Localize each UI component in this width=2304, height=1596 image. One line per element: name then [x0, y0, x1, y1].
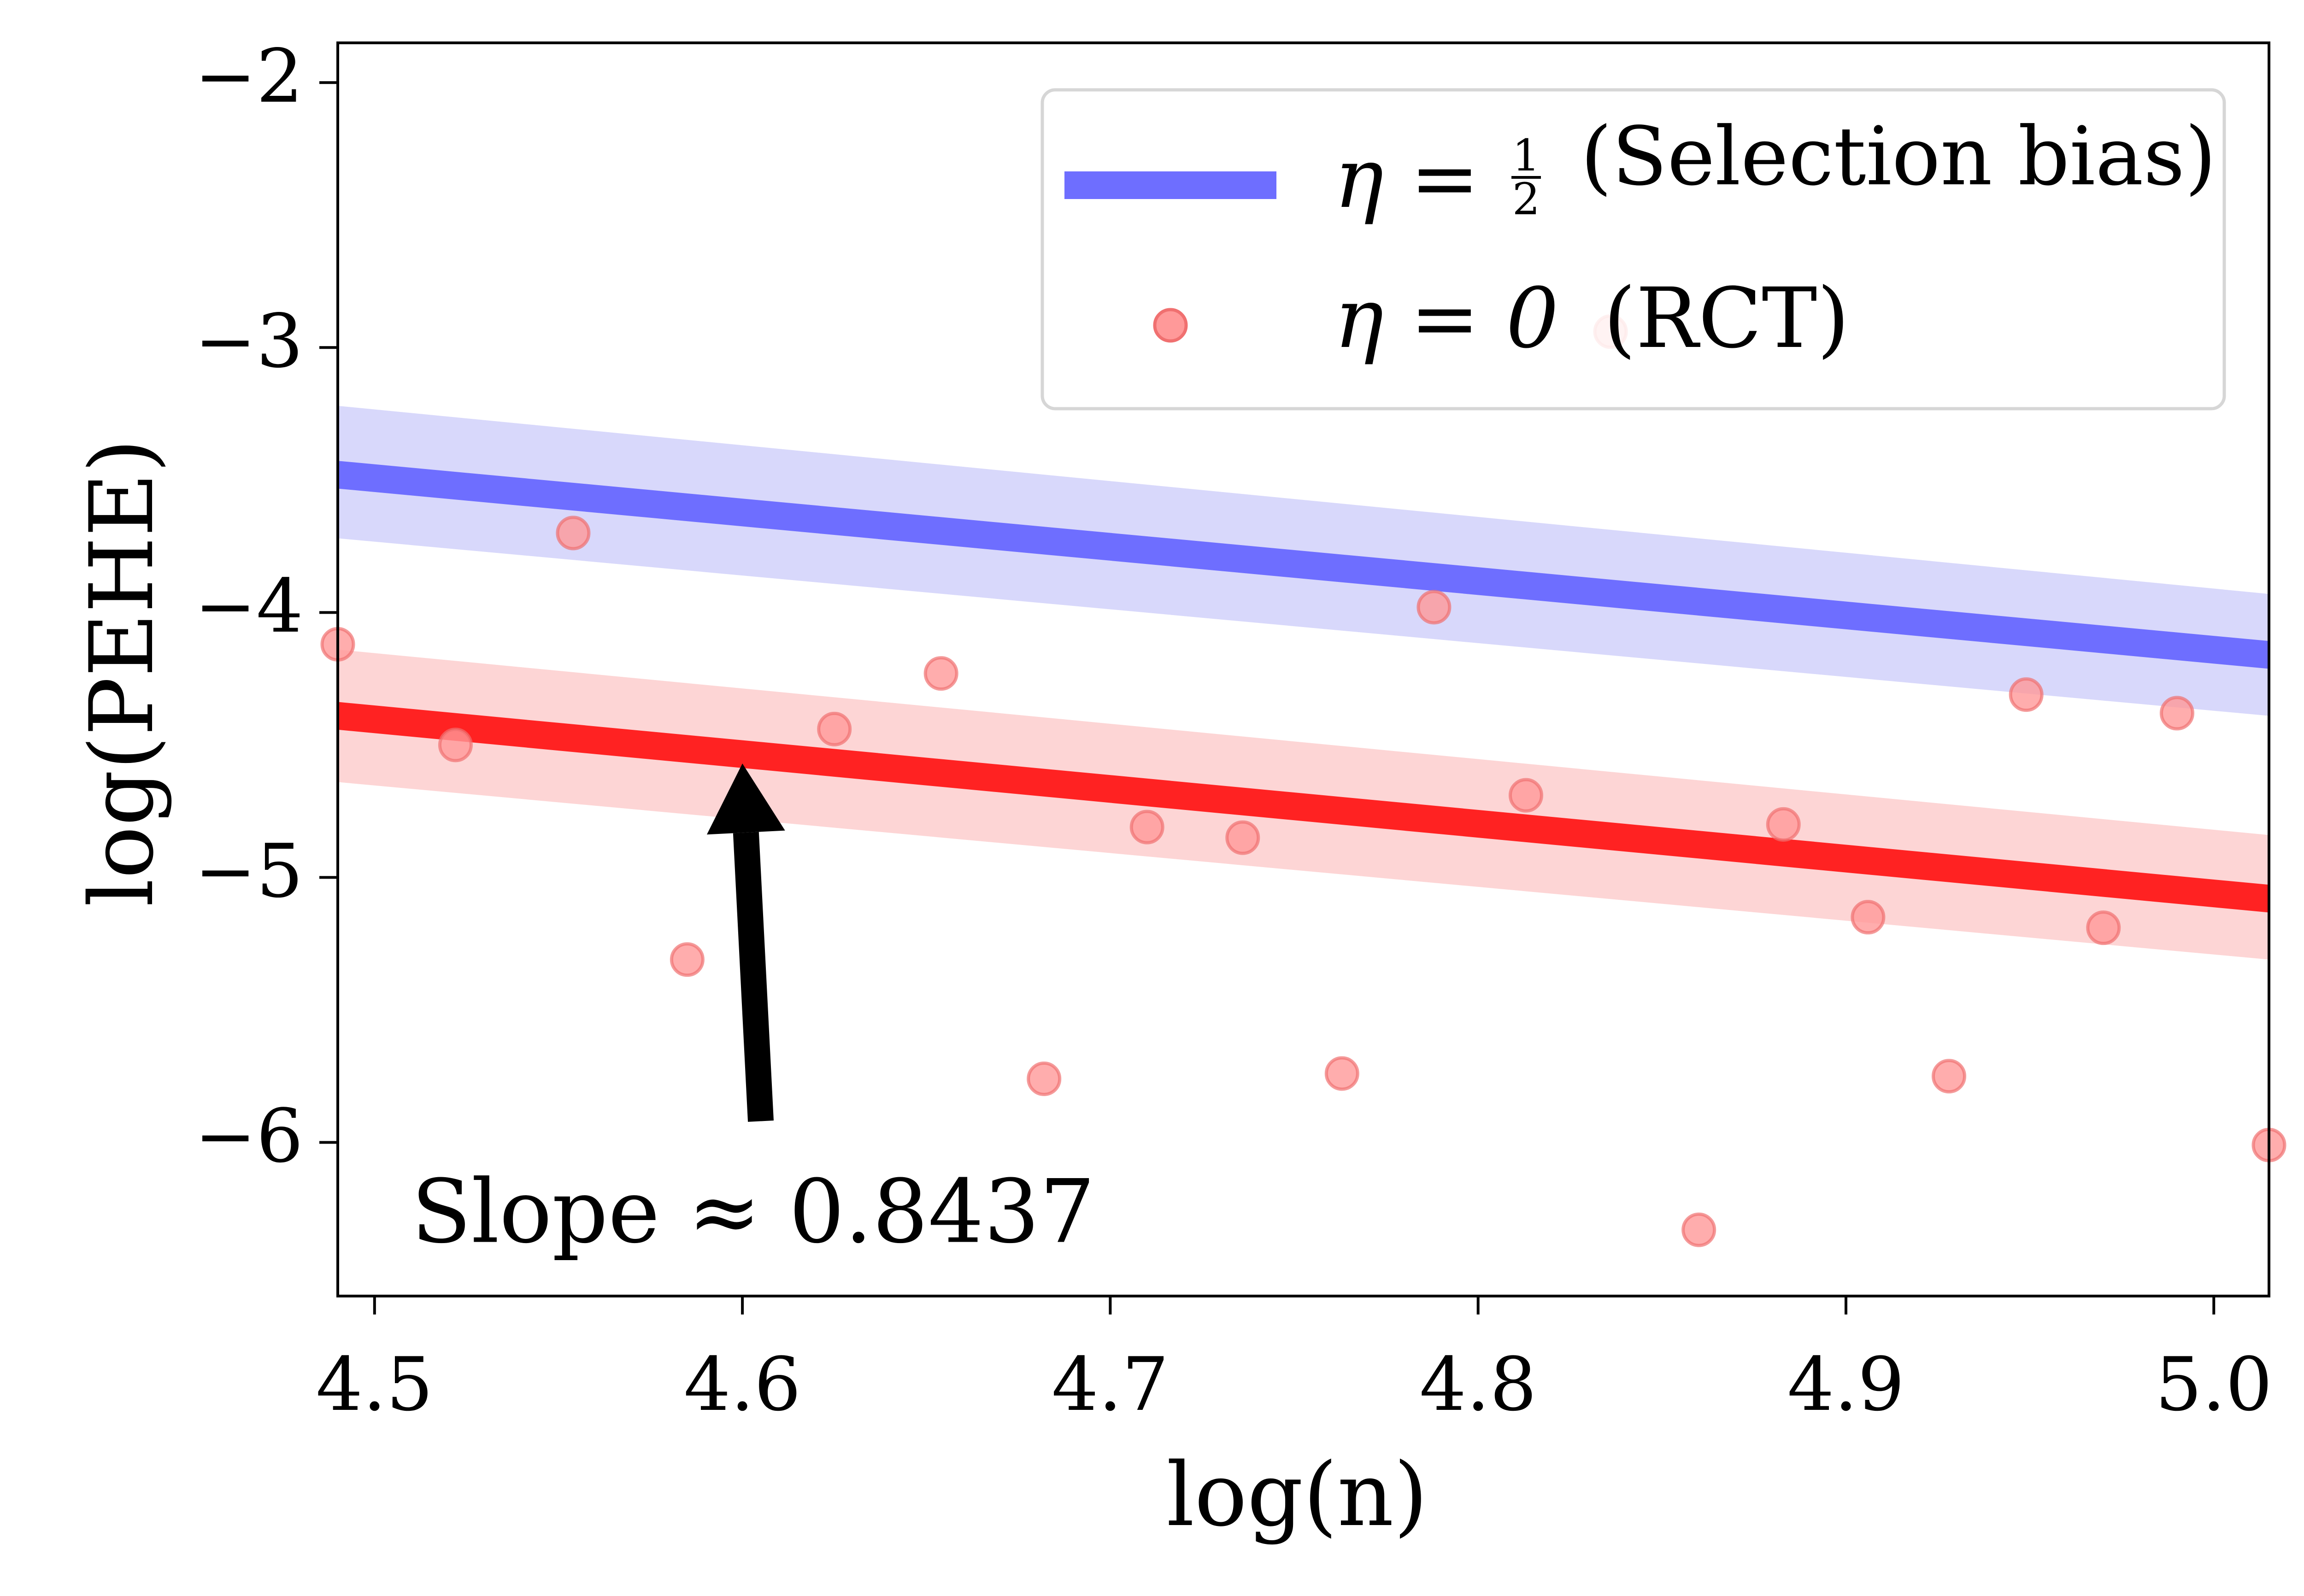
regression-lines — [336, 461, 2270, 913]
annotation-arrow — [733, 832, 774, 1122]
legend-label-rct: η = 0 (RCT) — [1334, 270, 1850, 367]
regression-line-0 — [336, 461, 2270, 669]
x-tick-label-5: 5.0 — [2155, 1341, 2272, 1427]
y-axis-label: log(PEHE) — [71, 439, 173, 907]
data-point-6 — [1027, 1061, 1062, 1096]
data-point-4 — [817, 711, 852, 746]
x-tick-label-2: 4.7 — [1052, 1341, 1169, 1427]
y-axis-ticks: −2 −3 −4 −5 −6 — [194, 33, 338, 1179]
y-tick-label-3: −5 — [194, 828, 303, 914]
data-point-7 — [1129, 810, 1164, 845]
x-axis-label-text: log(n) — [1166, 1444, 1428, 1546]
x-tick-label-3: 4.8 — [1419, 1341, 1536, 1427]
y-tick-label-1: −3 — [194, 298, 303, 384]
data-point-9 — [1324, 1056, 1359, 1091]
data-point-5 — [923, 656, 958, 691]
y-tick-label-4: −6 — [194, 1093, 303, 1179]
y-tick-label-2: −4 — [194, 563, 303, 649]
regression-line-1 — [336, 702, 2270, 913]
annotation-arrow-head — [706, 763, 785, 835]
data-point-19 — [2159, 696, 2194, 731]
annotation-text: Slope ≈ 0.8437 — [411, 1161, 1095, 1262]
data-points — [320, 314, 2286, 1247]
x-tick-label-1: 4.6 — [684, 1341, 801, 1427]
y-tick-label-0: −2 — [194, 33, 303, 119]
data-point-1 — [438, 728, 473, 763]
data-point-17 — [2009, 677, 2044, 712]
data-point-13 — [1681, 1212, 1716, 1247]
x-axis-label: log(n) — [1166, 1444, 1428, 1546]
x-tick-label-4: 4.9 — [1787, 1341, 1904, 1427]
data-point-10 — [1416, 590, 1452, 625]
data-point-8 — [1225, 820, 1260, 855]
legend-label-selection-bias-rest: (Selection bias) — [1581, 110, 2216, 204]
x-axis-ticks: 4.5 4.6 4.7 4.8 4.9 5.0 — [316, 1296, 2272, 1427]
legend: η = 1 2 (Selection bias) η = 0 (RCT) — [1040, 88, 2226, 411]
y-axis-label-text: log(PEHE) — [71, 439, 173, 907]
data-point-11 — [1508, 778, 1543, 813]
legend-label-selection-bias: η = — [1334, 130, 1480, 227]
data-point-16 — [1931, 1059, 1966, 1094]
data-point-3 — [670, 942, 705, 977]
legend-fraction-denominator: 2 — [1512, 174, 1540, 225]
plot-frame — [336, 41, 2270, 1297]
legend-fraction-numerator: 1 — [1512, 130, 1540, 181]
data-point-14 — [1766, 807, 1801, 842]
x-tick-label-0: 4.5 — [316, 1341, 433, 1427]
legend-box — [1040, 88, 2226, 411]
data-point-18 — [2086, 910, 2121, 945]
data-point-15 — [1851, 900, 1886, 935]
annotation: Slope ≈ 0.8437 — [411, 763, 1095, 1262]
legend-swatch-rct — [1153, 308, 1188, 343]
data-point-2 — [556, 516, 591, 551]
